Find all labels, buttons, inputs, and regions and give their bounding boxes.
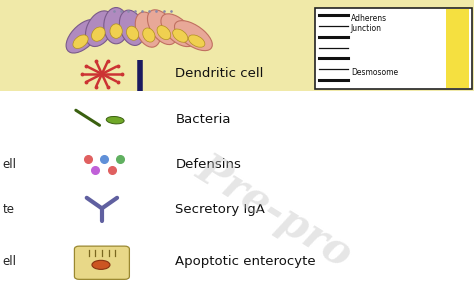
Text: te: te	[2, 203, 14, 217]
Ellipse shape	[73, 35, 88, 49]
Ellipse shape	[91, 27, 105, 41]
Text: Apoptotic enterocyte: Apoptotic enterocyte	[175, 255, 316, 268]
Text: Adherens
Junction: Adherens Junction	[351, 14, 387, 33]
Ellipse shape	[127, 26, 138, 40]
Text: ell: ell	[2, 255, 17, 268]
Ellipse shape	[135, 12, 161, 47]
Ellipse shape	[85, 11, 114, 47]
Text: Dendritic cell: Dendritic cell	[175, 67, 264, 81]
Ellipse shape	[189, 35, 205, 47]
Ellipse shape	[66, 19, 100, 53]
Ellipse shape	[106, 117, 124, 124]
Ellipse shape	[147, 10, 177, 45]
FancyBboxPatch shape	[315, 8, 472, 89]
Bar	[0, 0, 474, 91]
FancyBboxPatch shape	[74, 246, 129, 279]
Ellipse shape	[157, 26, 171, 40]
Ellipse shape	[92, 260, 110, 269]
Ellipse shape	[110, 24, 122, 38]
Ellipse shape	[161, 14, 194, 47]
Text: Defensins: Defensins	[175, 158, 241, 171]
Text: Desmosome: Desmosome	[351, 68, 398, 77]
FancyBboxPatch shape	[446, 9, 469, 88]
Text: Pre-pro: Pre-pro	[189, 147, 361, 276]
Text: Secretory IgA: Secretory IgA	[175, 203, 265, 217]
Ellipse shape	[143, 28, 155, 42]
Ellipse shape	[174, 21, 212, 51]
Text: ell: ell	[2, 158, 17, 171]
Text: Bacteria: Bacteria	[175, 113, 231, 126]
Ellipse shape	[173, 29, 188, 42]
Ellipse shape	[104, 8, 128, 44]
Ellipse shape	[119, 10, 144, 46]
